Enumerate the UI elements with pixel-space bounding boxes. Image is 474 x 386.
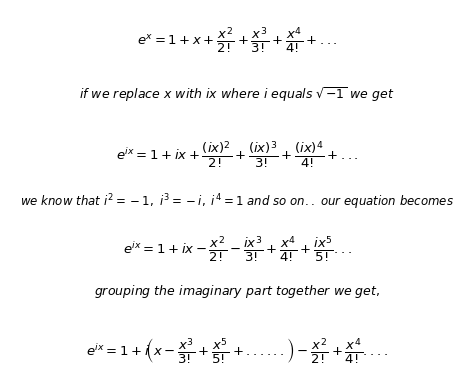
- Text: $\mathit{grouping\ the\ imaginary\ part\ together\ we\ get,}$: $\mathit{grouping\ the\ imaginary\ part\…: [94, 283, 380, 300]
- Text: $\mathit{we\ know\ that\ }i^2 = -1,\ i^3 = -i,\ i^4 = 1\mathit{\ and\ so\ on..\ : $\mathit{we\ know\ that\ }i^2 = -1,\ i^3…: [20, 193, 454, 212]
- Text: $e^{ix} = 1 + ix - \dfrac{x^2}{2!} - \dfrac{ix^3}{3!} + \dfrac{x^4}{4!} + \dfrac: $e^{ix} = 1 + ix - \dfrac{x^2}{2!} - \df…: [122, 234, 352, 264]
- Text: $e^{ix} = 1 + i\!\left(x - \dfrac{x^3}{3!} + \dfrac{x^5}{5!} + ......\right) - \: $e^{ix} = 1 + i\!\left(x - \dfrac{x^3}{3…: [86, 337, 388, 366]
- Text: $e^{x} = 1 + x + \dfrac{x^2}{2!} + \dfrac{x^3}{3!} + \dfrac{x^4}{4!} + ...$: $e^{x} = 1 + x + \dfrac{x^2}{2!} + \dfra…: [137, 25, 337, 56]
- Text: $\mathit{if\ we\ replace\ x\ with\ ix\ where\ i\ equals\ }\sqrt{-1}\mathit{\ we\: $\mathit{if\ we\ replace\ x\ with\ ix\ w…: [79, 85, 395, 104]
- Text: $e^{ix} = 1 + ix + \dfrac{(ix)^2}{2!} + \dfrac{(ix)^3}{3!} + \dfrac{(ix)^4}{4!} : $e^{ix} = 1 + ix + \dfrac{(ix)^2}{2!} + …: [116, 139, 358, 170]
